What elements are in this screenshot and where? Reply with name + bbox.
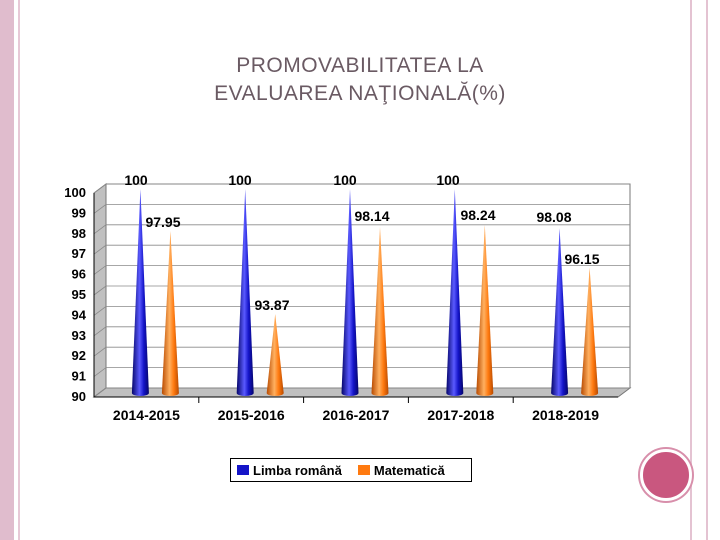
- left-decorative-line: [18, 0, 20, 540]
- data-label-series2: 93.87: [254, 297, 289, 313]
- cone-series1: [551, 228, 569, 396]
- legend-label-series2: Matematică: [373, 462, 445, 478]
- y-tick-label: 93: [72, 328, 86, 343]
- data-label-series1: 100: [124, 172, 148, 188]
- y-tick-label: 92: [72, 348, 86, 363]
- data-label-series2: 98.24: [460, 207, 495, 223]
- cone-series2: [371, 226, 389, 396]
- data-label-series1: 100: [228, 172, 252, 188]
- x-tick-label: 2016-2017: [323, 407, 390, 423]
- x-tick-label: 2014-2015: [113, 407, 180, 423]
- y-tick-label: 97: [72, 246, 86, 261]
- y-tick-label: 94: [72, 307, 87, 322]
- cone-series1: [446, 189, 464, 396]
- legend-item-series1: Limba română: [237, 463, 342, 478]
- legend-label-series1: Limba română: [253, 462, 342, 478]
- decorative-circle: [640, 449, 692, 501]
- cone-series1: [341, 189, 359, 396]
- x-tick-label: 2015-2016: [218, 407, 285, 423]
- chart-legend: Limba română Matematică: [230, 458, 472, 482]
- y-tick-label: 90: [72, 389, 86, 404]
- cone-series1: [236, 189, 254, 396]
- y-tick-label: 99: [72, 205, 86, 220]
- left-decorative-bar: [0, 0, 14, 540]
- slide-title-line1: PROMOVABILITATEA LA: [236, 54, 484, 77]
- gridline: [93, 183, 630, 194]
- y-tick-label: 95: [72, 287, 86, 302]
- y-tick-label: 98: [72, 226, 86, 241]
- data-label-series1: 98.08: [536, 209, 571, 225]
- x-tick-label: 2018-2019: [532, 407, 599, 423]
- data-label-series2: 96.15: [564, 251, 599, 267]
- cone-series2: [266, 314, 284, 396]
- cone-series2: [161, 230, 179, 396]
- y-tick-label: 91: [72, 369, 86, 384]
- data-label-series1: 100: [436, 172, 460, 188]
- y-tick-label: 100: [64, 185, 86, 200]
- data-label-series2: 98.14: [354, 208, 389, 224]
- x-tick-label: 2017-2018: [427, 407, 494, 423]
- slide-title-line2: EVALUAREA NAŢIONALĂ(%): [214, 82, 506, 105]
- data-label-series2: 97.95: [145, 214, 180, 230]
- slide-title: PROMOVABILITATEA LA EVALUAREA NAŢIONALĂ(…: [150, 52, 570, 108]
- y-tick-label: 96: [72, 267, 86, 282]
- legend-swatch-series2: [357, 465, 370, 475]
- legend-swatch-series1: [237, 465, 249, 475]
- data-label-series1: 100: [333, 172, 357, 188]
- right-decorative-line: [690, 0, 692, 540]
- cone-series2: [581, 267, 599, 396]
- cone-series1: [131, 189, 149, 396]
- legend-item-series2: Matematică: [357, 462, 445, 478]
- cone-series2: [476, 224, 494, 396]
- right-decorative-line-outer: [706, 0, 708, 540]
